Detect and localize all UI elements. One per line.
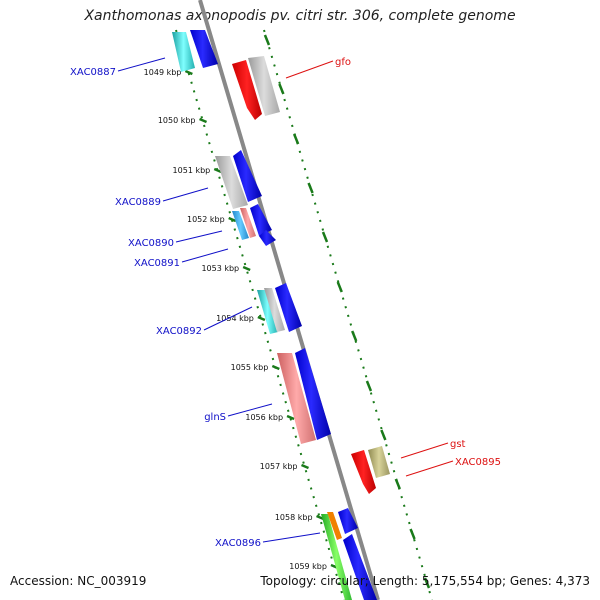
- gene-feature[interactable]: [368, 446, 390, 478]
- label-leader-line: [117, 57, 166, 72]
- tick-mark: [292, 133, 300, 145]
- tick-mark: [336, 281, 343, 293]
- tick-mark: [286, 414, 295, 421]
- tick-label: 1050 kbp: [158, 116, 196, 125]
- gene-label[interactable]: glnS: [204, 412, 226, 423]
- label-group: XAC0887 XAC0889 XAC0890 XAC0891 XAC0892 glnS X…: [70, 57, 501, 549]
- tick-label: 1056 kbp: [245, 413, 283, 422]
- label-leader-line: [181, 248, 229, 263]
- right-boundary: [263, 29, 433, 600]
- label-leader-line: [285, 60, 334, 79]
- forward-genes: [172, 30, 377, 600]
- gene-feature[interactable]: [295, 348, 331, 440]
- gene-feature[interactable]: [190, 30, 218, 68]
- tick-label: 1049 kbp: [144, 68, 182, 77]
- tick-mark: [365, 380, 373, 392]
- gene-label[interactable]: XAC0896: [215, 538, 261, 549]
- gene-feature[interactable]: [172, 32, 195, 72]
- label-leader-line: [162, 187, 209, 202]
- gene-feature[interactable]: [240, 208, 256, 238]
- label-leader-line: [175, 230, 223, 243]
- genome-info-text: Topology: circular; Length: 5,175,554 bp…: [260, 574, 590, 588]
- gene-label[interactable]: XAC0892: [156, 326, 202, 337]
- gene-feature[interactable]: [232, 211, 249, 240]
- gene-label[interactable]: XAC0889: [115, 197, 161, 208]
- gene-feature[interactable]: [259, 230, 276, 246]
- tick-label: 1053 kbp: [201, 264, 239, 273]
- tick-mark: [351, 330, 358, 342]
- tick-mark: [394, 478, 401, 490]
- tick-label: 1058 kbp: [275, 513, 313, 522]
- label-leader-line: [227, 403, 273, 417]
- accession-text: Accession: NC_003919: [10, 574, 147, 588]
- gene-feature[interactable]: [327, 512, 342, 540]
- gene-feature[interactable]: [321, 514, 352, 600]
- gene-label[interactable]: XAC0891: [134, 258, 180, 269]
- gene-feature[interactable]: [248, 56, 280, 116]
- tick-label: 1059 kbp: [289, 562, 327, 571]
- tick-label: 1052 kbp: [187, 215, 225, 224]
- tick-mark: [199, 117, 208, 124]
- tick-group: 1049 kbp 1050 kbp 1051 kbp 1052 kbp 1053 kbp…: [144, 34, 431, 589]
- gene-feature[interactable]: [257, 290, 278, 334]
- tick-mark: [257, 315, 266, 322]
- gene-feature[interactable]: [215, 156, 248, 209]
- gene-feature[interactable]: [338, 508, 358, 534]
- tick-mark: [409, 528, 416, 540]
- tick-label: 1057 kbp: [260, 462, 298, 471]
- map-title: Xanthomonas axonopodis pv. citri str. 30…: [84, 8, 516, 24]
- tick-label: 1051 kbp: [173, 166, 211, 175]
- label-leader-line: [400, 442, 449, 459]
- left-boundary: [175, 29, 345, 600]
- tick-label: 1054 kbp: [216, 314, 254, 323]
- label-leader-line: [262, 532, 321, 543]
- tick-mark: [242, 265, 251, 272]
- gene-label[interactable]: XAC0895: [455, 457, 501, 468]
- label-leader-line: [405, 460, 454, 477]
- tick-label: 1055 kbp: [231, 363, 269, 372]
- tick-mark: [423, 577, 431, 589]
- tick-mark: [263, 34, 271, 46]
- tick-mark: [228, 216, 237, 223]
- tick-mark: [380, 429, 387, 441]
- tick-mark: [184, 69, 193, 76]
- tick-mark: [321, 231, 329, 243]
- gene-feature[interactable]: [232, 60, 262, 120]
- gene-feature[interactable]: [351, 450, 376, 494]
- tick-mark: [301, 463, 309, 470]
- gene-label[interactable]: XAC0887: [70, 67, 116, 78]
- gene-feature[interactable]: [277, 353, 316, 444]
- tick-mark: [307, 182, 314, 194]
- tick-mark: [213, 167, 222, 174]
- gene-feature[interactable]: [275, 283, 302, 332]
- gene-feature[interactable]: [250, 204, 272, 236]
- gene-label[interactable]: XAC0890: [128, 238, 174, 249]
- gene-feature[interactable]: [264, 288, 285, 332]
- tick-mark: [271, 364, 280, 371]
- gene-feature[interactable]: [233, 150, 262, 202]
- label-leader-line: [203, 306, 253, 331]
- gene-label[interactable]: gst: [450, 439, 466, 450]
- gene-label[interactable]: gfo: [335, 57, 351, 68]
- tick-mark: [278, 83, 285, 95]
- reverse-genes: [232, 56, 390, 494]
- gene-feature[interactable]: [343, 534, 377, 600]
